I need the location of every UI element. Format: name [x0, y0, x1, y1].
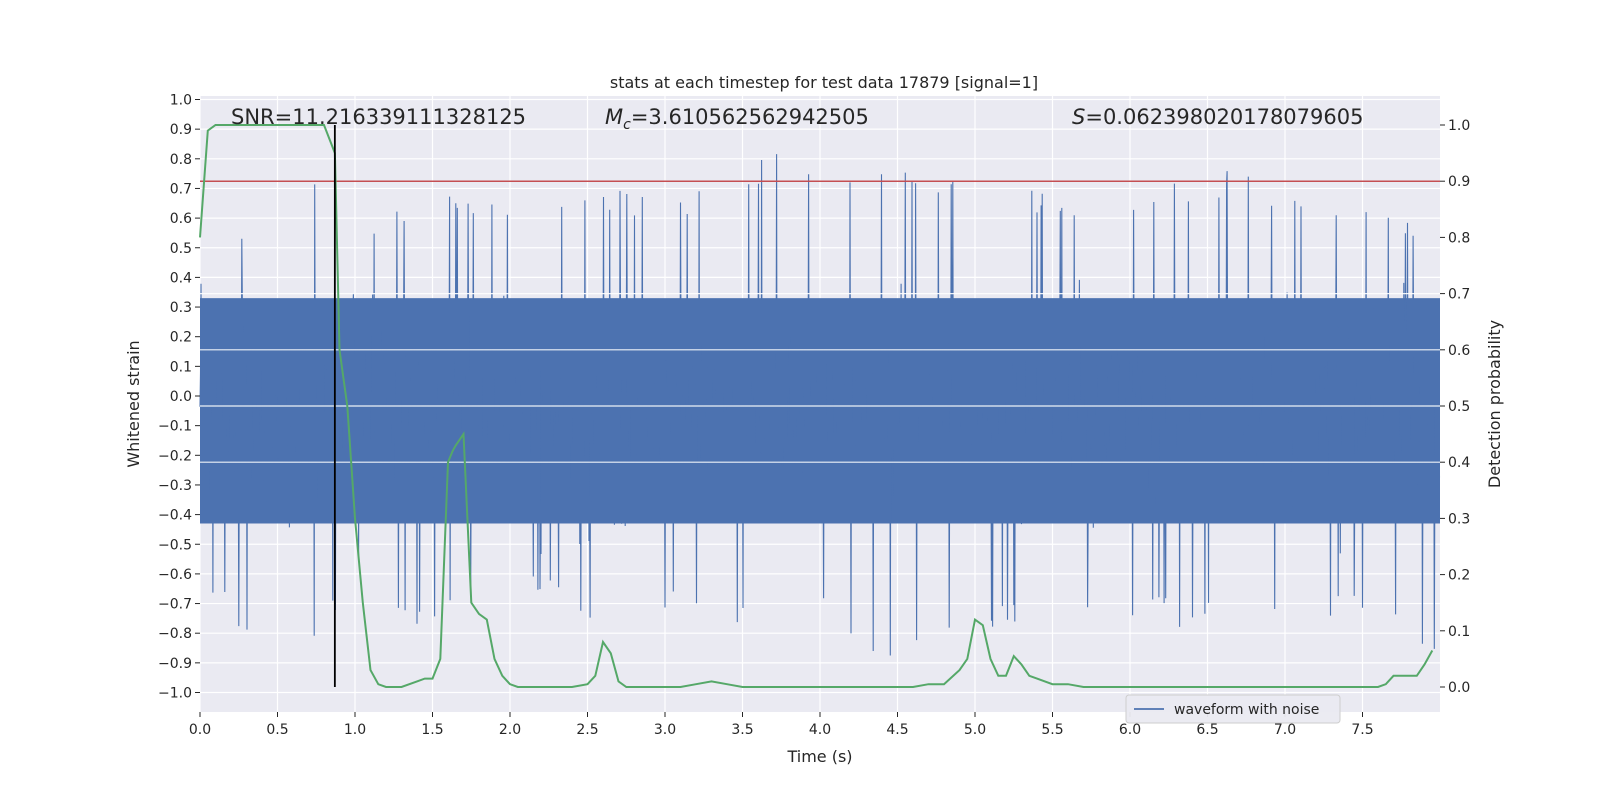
- x-tick-label: 5.0: [964, 722, 986, 738]
- x-tick-label: 3.5: [731, 722, 753, 738]
- y-left-tick-label: −0.6: [158, 567, 192, 583]
- y-right-tick-label: 0.1: [1448, 624, 1470, 640]
- y-left-tick-label: −0.8: [158, 626, 192, 642]
- legend-label: waveform with noise: [1174, 702, 1319, 718]
- chart-title: stats at each timestep for test data 178…: [610, 73, 1038, 92]
- y-left-tick-label: −0.3: [158, 478, 192, 494]
- y-left-tick-label: 0.4: [170, 270, 192, 286]
- y-axis-right-label: Detection probability: [1485, 320, 1504, 488]
- y-left-tick-label: −0.4: [158, 508, 192, 524]
- y-left-tick-label: 0.2: [170, 330, 192, 346]
- y-left-tick-label: −0.9: [158, 656, 192, 672]
- y-left-tick-label: 0.6: [170, 211, 192, 227]
- legend: waveform with noise: [1125, 694, 1341, 724]
- y-left-tick-label: 0.9: [170, 122, 192, 138]
- detection-probability-line: [199, 124, 1434, 688]
- chirp-mass-symbol: M: [605, 105, 623, 129]
- x-tick-label: 6.0: [1119, 722, 1141, 738]
- y-right-tick-label: 0.0: [1448, 680, 1470, 696]
- snr-annotation: SNR=11.216339111328125: [231, 105, 526, 129]
- waveform-line: [199, 154, 1441, 656]
- x-tick-label: 7.0: [1274, 722, 1296, 738]
- y-right-tick-label: 0.9: [1448, 174, 1470, 190]
- x-tick-label: 3.0: [654, 722, 676, 738]
- y-right-tick-label: 0.5: [1448, 399, 1470, 415]
- x-tick-label: 1.5: [421, 722, 443, 738]
- y-left-tick-label: 0.0: [170, 389, 192, 405]
- y-right-tick-label: 0.3: [1448, 511, 1470, 527]
- x-tick-label: 2.0: [499, 722, 521, 738]
- s-annotation: S=0.062398020178079605: [1072, 105, 1363, 129]
- y-right-tick-label: 0.7: [1448, 287, 1470, 303]
- y-right-tick-label: 0.2: [1448, 568, 1470, 584]
- y-left-tick-label: 0.1: [170, 359, 192, 375]
- s-value: =0.062398020178079605: [1085, 105, 1363, 129]
- x-tick-label: 7.5: [1351, 722, 1373, 738]
- s-symbol: S: [1072, 105, 1085, 129]
- y-left-tick-label: 0.8: [170, 152, 192, 168]
- y-right-tick-label: 0.4: [1448, 455, 1470, 471]
- y-axis-left-ticks: 1.0 0.9 0.8 0.7 0.6 0.5 0.4 0.3 0.2 0.1 0.0 −0.1 −0.…: [158, 93, 200, 702]
- waveform-with-noise-series: [199, 154, 1441, 656]
- y-right-tick-label: 0.6: [1448, 343, 1470, 359]
- y-right-tick-label: 0.8: [1448, 230, 1470, 246]
- x-tick-label: 5.5: [1041, 722, 1063, 738]
- x-tick-label: 0.5: [266, 722, 288, 738]
- y-left-tick-label: −0.7: [158, 597, 192, 613]
- overlay-lines: [199, 124, 1440, 688]
- y-axis-left-label: Whitened strain: [124, 340, 143, 467]
- y-axis-right-ticks: 1.0 0.9 0.8 0.7 0.6 0.5 0.4 0.3 0.2 0.1 0.0: [1440, 118, 1470, 696]
- chirp-mass-value: =3.610562562942505: [631, 105, 869, 129]
- y-left-tick-label: −0.1: [158, 419, 192, 435]
- x-axis-ticks: 0.0 0.5 1.0 1.5 2.0 2.5 3.0 3.5 4.0 4.5 5.0 5.5 6.0 6…: [189, 712, 1374, 738]
- x-tick-label: 4.0: [809, 722, 831, 738]
- y-left-tick-label: 0.7: [170, 181, 192, 197]
- x-axis-label: Time (s): [786, 747, 852, 766]
- y-left-tick-label: 0.3: [170, 300, 192, 316]
- y-left-tick-label: −0.2: [158, 448, 192, 464]
- x-tick-label: 2.5: [576, 722, 598, 738]
- chirp-mass-annotation: Mc=3.610562562942505: [605, 105, 869, 133]
- y-right-tick-label: 1.0: [1448, 118, 1470, 134]
- x-tick-label: 6.5: [1196, 722, 1218, 738]
- y-left-tick-label: −1.0: [158, 686, 192, 702]
- x-tick-label: 0.0: [189, 722, 211, 738]
- y-left-tick-label: −0.5: [158, 537, 192, 553]
- legend-box: [1125, 694, 1341, 724]
- y-left-tick-label: 1.0: [170, 93, 192, 109]
- x-tick-label: 1.0: [344, 722, 366, 738]
- y-left-tick-label: 0.5: [170, 241, 192, 257]
- chirp-mass-subscript: c: [623, 117, 631, 133]
- x-tick-label: 4.5: [886, 722, 908, 738]
